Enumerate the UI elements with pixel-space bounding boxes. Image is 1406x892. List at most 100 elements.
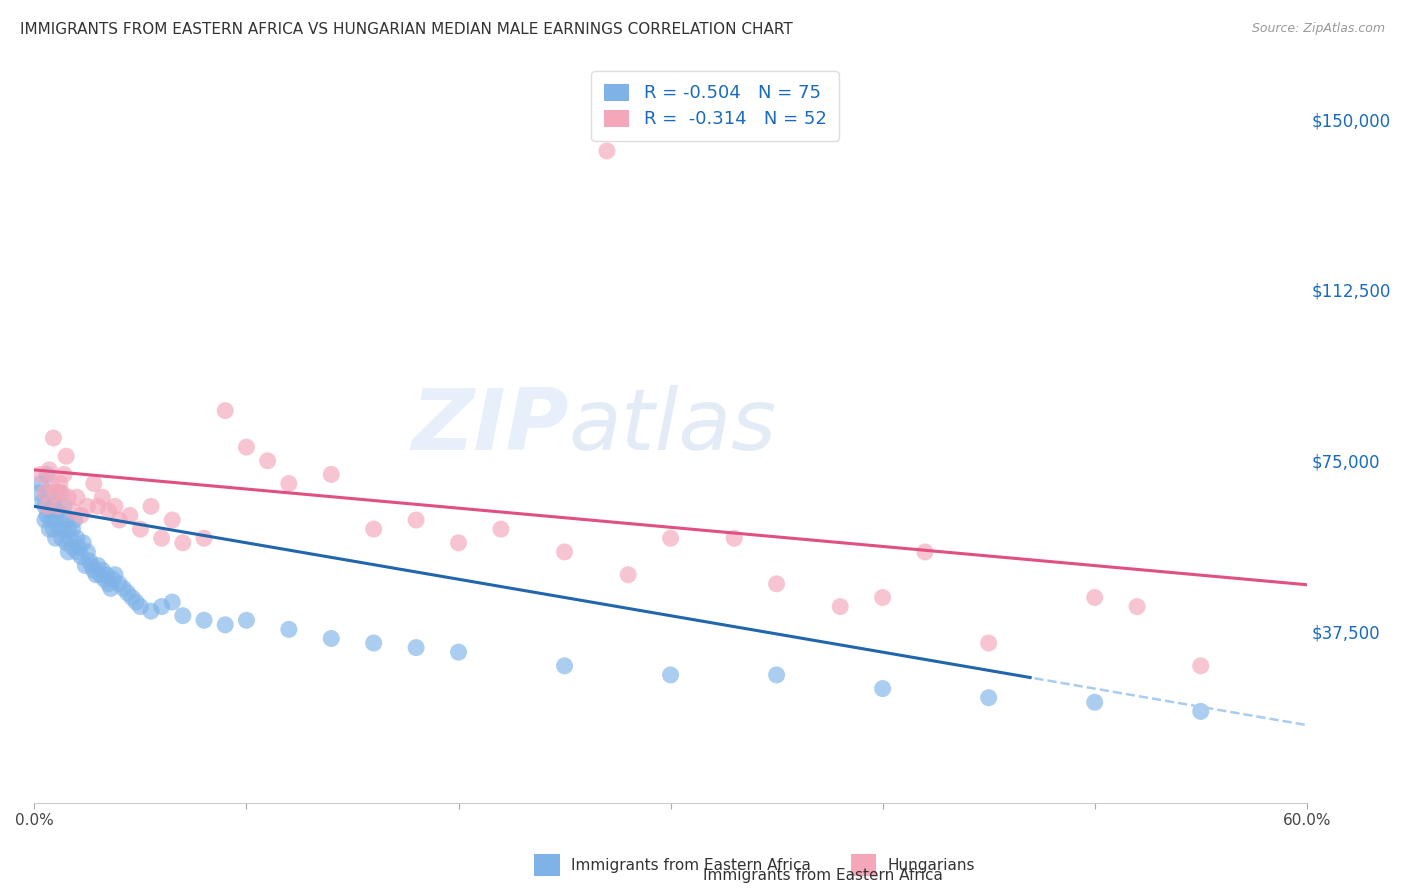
Point	[193, 531, 215, 545]
Point	[108, 576, 131, 591]
Text: IMMIGRANTS FROM EASTERN AFRICA VS HUNGARIAN MEDIAN MALE EARNINGS CORRELATION CHA: IMMIGRANTS FROM EASTERN AFRICA VS HUNGAR…	[20, 22, 793, 37]
Point	[977, 690, 1000, 705]
Point	[96, 567, 118, 582]
Point	[321, 467, 343, 482]
Point	[66, 490, 89, 504]
Point	[129, 522, 152, 536]
Point	[117, 586, 139, 600]
Point	[765, 668, 787, 682]
Point	[42, 522, 65, 536]
Point	[91, 563, 114, 577]
Point	[45, 485, 67, 500]
Point	[977, 636, 1000, 650]
Point	[53, 522, 76, 536]
Point	[76, 545, 98, 559]
Point	[363, 636, 385, 650]
Point	[51, 485, 73, 500]
Point	[35, 467, 58, 482]
Point	[172, 608, 194, 623]
Point	[83, 563, 105, 577]
Point	[101, 572, 124, 586]
Point	[35, 500, 58, 514]
Point	[63, 513, 86, 527]
Point	[1084, 591, 1107, 605]
Point	[405, 513, 427, 527]
Point	[55, 449, 77, 463]
Point	[49, 522, 72, 536]
Point	[723, 531, 745, 545]
Text: Immigrants from Eastern Africa: Immigrants from Eastern Africa	[703, 869, 943, 883]
Point	[62, 541, 84, 555]
Point	[1126, 599, 1149, 614]
Point	[49, 476, 72, 491]
Point	[1189, 658, 1212, 673]
Point	[76, 500, 98, 514]
Point	[1084, 695, 1107, 709]
Point	[554, 658, 576, 673]
Point	[59, 531, 82, 545]
Point	[58, 545, 80, 559]
Point	[70, 508, 93, 523]
Point	[150, 599, 173, 614]
Point	[46, 504, 69, 518]
Point	[51, 531, 73, 545]
Point	[79, 554, 101, 568]
Point	[172, 536, 194, 550]
Point	[30, 476, 52, 491]
Point	[42, 500, 65, 514]
Bar	[851, 854, 876, 876]
Point	[214, 403, 236, 417]
Point	[277, 476, 299, 491]
Point	[160, 513, 183, 527]
Point	[41, 476, 63, 491]
Point	[193, 613, 215, 627]
Point	[91, 490, 114, 504]
Point	[34, 500, 56, 514]
Point	[108, 513, 131, 527]
Point	[659, 531, 682, 545]
Point	[447, 645, 470, 659]
Point	[27, 485, 49, 500]
Point	[34, 485, 56, 500]
Point	[235, 613, 257, 627]
Point	[38, 522, 60, 536]
Point	[87, 500, 110, 514]
Point	[129, 599, 152, 614]
Point	[765, 576, 787, 591]
Point	[139, 604, 162, 618]
Point	[89, 567, 111, 582]
Point	[914, 545, 936, 559]
Point	[405, 640, 427, 655]
Point	[75, 558, 97, 573]
Legend: R = -0.504   N = 75, R =  -0.314   N = 52: R = -0.504 N = 75, R = -0.314 N = 52	[591, 71, 839, 141]
Point	[35, 508, 58, 523]
Point	[554, 545, 576, 559]
Text: atlas: atlas	[569, 385, 776, 468]
Point	[62, 522, 84, 536]
Point	[125, 595, 148, 609]
Point	[112, 582, 135, 596]
Point	[31, 495, 53, 509]
Point	[58, 522, 80, 536]
Point	[363, 522, 385, 536]
Point	[118, 508, 141, 523]
Point	[42, 431, 65, 445]
Point	[38, 463, 60, 477]
Point	[49, 485, 72, 500]
Point	[150, 531, 173, 545]
Point	[34, 513, 56, 527]
Text: Immigrants from Eastern Africa: Immigrants from Eastern Africa	[571, 857, 811, 872]
Point	[30, 467, 52, 482]
Point	[53, 500, 76, 514]
Point	[277, 623, 299, 637]
Point	[659, 668, 682, 682]
Point	[121, 591, 143, 605]
Text: Source: ZipAtlas.com: Source: ZipAtlas.com	[1251, 22, 1385, 36]
Point	[93, 572, 115, 586]
Point	[70, 549, 93, 564]
Point	[62, 504, 84, 518]
Point	[447, 536, 470, 550]
Point	[321, 632, 343, 646]
Point	[55, 536, 77, 550]
Bar	[534, 854, 560, 876]
